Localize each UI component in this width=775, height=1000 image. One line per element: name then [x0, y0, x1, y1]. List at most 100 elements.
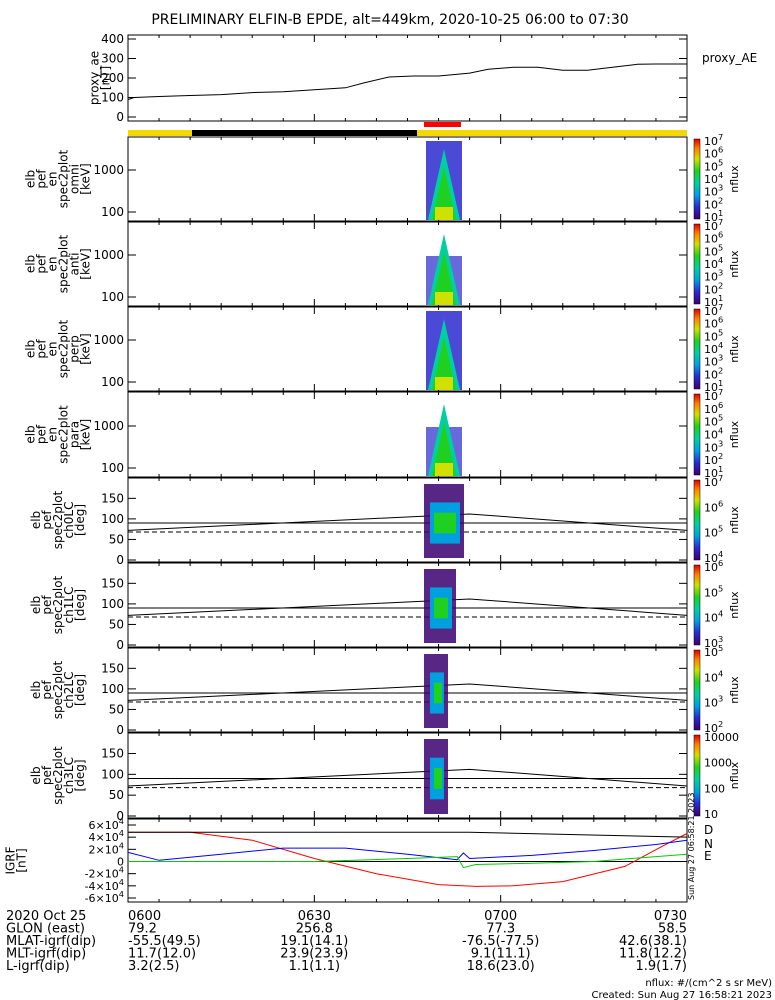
orbit-row-value: 256.8 — [296, 922, 333, 937]
orbit-row-label: 2020 Oct 25 — [6, 909, 86, 924]
omni-colorbar-tick: 103 — [704, 183, 723, 199]
orbit-row-label: MLT-igrf(dip) — [6, 947, 86, 962]
ch2LC-tick-label: 50 — [109, 702, 124, 716]
perp-flux-peak — [435, 377, 453, 390]
para-colorbar-tick: 107 — [704, 387, 723, 403]
igrf-total-line — [128, 831, 688, 838]
ch0LC-tick-label: 150 — [101, 491, 124, 505]
orbit-row-value: 23.9(23.9) — [280, 947, 348, 962]
anti-tick-label: 1000 — [93, 248, 124, 262]
proxy-ae-tick-label: 100 — [101, 91, 124, 105]
igrf-legend-N: N — [704, 837, 713, 851]
footer-created: Created: Sun Aug 27 16:58:21 2023 — [592, 990, 772, 1000]
anti-colorbar-tick: 104 — [704, 255, 723, 271]
anti-colorbar-tick: 106 — [704, 230, 723, 246]
ch1LC-tick-label: 50 — [109, 617, 124, 631]
igrf-series-E — [128, 853, 688, 869]
science-zone-marker — [424, 122, 461, 127]
orbit-row-value: 1.1(1.1) — [289, 959, 341, 974]
omni-flux-core — [432, 167, 456, 220]
para-flux-peak — [435, 463, 453, 476]
ch1LC-ylabel: elbpefspec2plotch1LC[deg] — [29, 575, 87, 634]
igrf-legend-D: D — [704, 823, 713, 837]
ch3LC-ylabel: elbpefspec2plotch3LC[deg] — [29, 746, 87, 805]
ch3LC-colorbar-label: nflux — [728, 761, 741, 789]
ch2LC-colorbar-tick: 105 — [704, 643, 723, 659]
anti-colorbar-tick: 102 — [704, 280, 723, 296]
orbit-row-label: MLAT-igrf(dip) — [6, 934, 96, 949]
ch1LC-tick-label: 100 — [101, 597, 124, 611]
ch1LC-flux-core — [434, 597, 448, 619]
orbit-row-label: GLON (east) — [6, 922, 85, 937]
perp-colorbar — [693, 308, 701, 390]
ch2LC-flux-core — [434, 682, 442, 704]
igrf-tick-label: 6×104 — [89, 816, 124, 832]
igrf-legend-E: E — [704, 849, 712, 863]
ch1LC-loss-cone-line — [127, 598, 688, 616]
ch0LC-frame — [127, 477, 688, 563]
igrf-tick-label: -6×104 — [85, 889, 124, 905]
anti-colorbar-tick: 103 — [704, 268, 723, 284]
anti-colorbar — [693, 223, 701, 305]
anti-ylabel: elbpefenspec2plotanti[keV] — [24, 234, 93, 293]
igrf-tick-label: 0 — [117, 856, 124, 869]
proxy-ae-line — [127, 63, 687, 100]
ch2LC-loss-cone-line — [127, 683, 688, 701]
orbit-row-value: 1.9(1.7) — [636, 959, 688, 974]
para-colorbar-tick: 104 — [704, 426, 723, 442]
x-tick-label: 0630 — [298, 909, 331, 924]
x-tick-label: 0730 — [654, 909, 687, 924]
ch0LC-colorbar-label: nflux — [728, 506, 741, 534]
ch2LC-frame — [127, 647, 688, 733]
ch1LC-colorbar-tick: 105 — [704, 583, 723, 599]
igrf-tick-label: -4×104 — [85, 877, 124, 893]
orbit-row-value: 19.1(14.1) — [280, 934, 348, 949]
orbit-row-value: 11.8(12.2) — [619, 947, 687, 962]
omni-colorbar-tick: 102 — [704, 195, 723, 211]
omni-colorbar-tick: 105 — [704, 157, 723, 173]
igrf-tick-label: 4×104 — [89, 828, 124, 844]
ch1LC-colorbar-label: nflux — [728, 591, 741, 619]
perp-colorbar-tick: 101 — [704, 378, 723, 394]
ch0LC-colorbar-tick: 106 — [704, 498, 723, 514]
ch2LC-colorbar-tick: 103 — [704, 694, 723, 710]
anti-colorbar-tick: 101 — [704, 293, 723, 309]
ch3LC-colorbar-tick: 10 — [704, 808, 718, 821]
ch1LC-colorbar-tick: 104 — [704, 609, 723, 625]
ch3LC-tick-label: 50 — [109, 788, 124, 802]
ch0LC-tick-label: 100 — [101, 512, 124, 526]
igrf-ylabel: IGRF[nT] — [4, 846, 29, 874]
orbit-row-value: -55.5(49.5) — [128, 934, 201, 949]
igrf-tick-label: -2×104 — [85, 865, 124, 881]
footer-units: nflux: #/(cm^2 s sr MeV) — [645, 978, 772, 989]
ch2LC-colorbar-label: nflux — [728, 676, 741, 704]
ch1LC-colorbar-tick: 106 — [704, 558, 723, 574]
ch2LC-colorbar-tick: 104 — [704, 668, 723, 684]
orbit-row-value: 3.2(2.5) — [128, 959, 180, 974]
ch3LC-colorbar-tick: 10000 — [704, 731, 739, 744]
orbit-row-value: -76.5(-77.5) — [462, 934, 539, 949]
ch2LC-colorbar — [693, 649, 701, 731]
ch1LC-colorbar — [693, 564, 701, 646]
ch3LC-frame — [127, 732, 688, 819]
perp-colorbar-tick: 105 — [704, 327, 723, 343]
omni-colorbar-label: nflux — [728, 165, 741, 193]
omni-tick-label: 100 — [101, 205, 124, 219]
perp-colorbar-tick: 106 — [704, 315, 723, 331]
proxy-ae-legend: proxy_AE — [702, 51, 757, 65]
para-tick-label: 100 — [101, 461, 124, 475]
proxy-ae-frame — [127, 34, 688, 122]
para-colorbar-tick: 102 — [704, 451, 723, 467]
ch1LC-colorbar-tick: 103 — [704, 634, 723, 650]
omni-colorbar-tick: 104 — [704, 170, 723, 186]
x-tick-label: 0700 — [484, 909, 517, 924]
orbit-row-value: 18.6(23.0) — [467, 959, 535, 974]
orbit-row-value: 77.3 — [486, 922, 515, 937]
perp-colorbar-tick: 102 — [704, 365, 723, 381]
omni-ylabel: elbpefenspec2plotomni[keV] — [24, 149, 93, 208]
ch0LC-ylabel: elbpefspec2plotch0LC[deg] — [29, 490, 87, 549]
anti-colorbar-tick: 105 — [704, 242, 723, 258]
ch2LC-tick-label: 0 — [116, 723, 124, 737]
ch3LC-colorbar-tick: 100 — [704, 782, 725, 795]
ch0LC-loss-cone-line — [127, 513, 688, 531]
